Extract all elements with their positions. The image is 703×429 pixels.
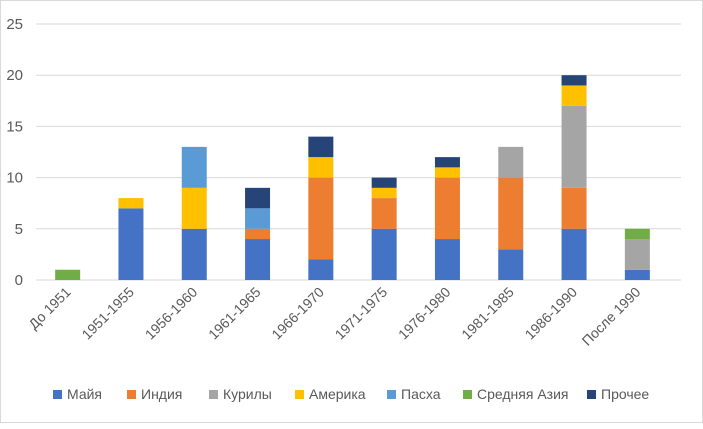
legend-swatch-Индия xyxy=(127,390,136,399)
x-tick-label: 1956-1960 xyxy=(142,284,201,343)
y-tick-label: 20 xyxy=(6,67,23,84)
bar-segment-Курилы xyxy=(498,146,524,178)
bar-segment-Средняя Азия xyxy=(55,269,81,280)
bar-segment-Америка xyxy=(561,85,587,106)
bar-segment-Пасха xyxy=(245,208,271,229)
bar-segment-Индия xyxy=(498,177,524,250)
legend-label: Пасха xyxy=(401,386,441,402)
x-tick-label: 1951-1955 xyxy=(78,284,137,343)
legend-label: Майя xyxy=(67,386,102,402)
bar-segment-Америка xyxy=(371,187,397,199)
bar-segment-Средняя Азия xyxy=(624,228,650,240)
bar-segment-Майя xyxy=(181,228,207,280)
bar-segment-Индия xyxy=(371,198,397,229)
legend-swatch-Прочее xyxy=(587,390,596,399)
bar-segment-Прочее xyxy=(434,157,460,168)
legend-swatch-Курилы xyxy=(209,390,218,399)
x-tick-label: 1981-1985 xyxy=(458,284,517,343)
x-tick-label: До 1951 xyxy=(25,284,74,333)
legend-label: Индия xyxy=(141,386,182,402)
y-tick-label: 25 xyxy=(6,16,23,33)
bar-segment-Америка xyxy=(181,187,207,229)
bar-segment-Прочее xyxy=(561,75,587,86)
bar-segment-Майя xyxy=(118,208,144,280)
bar-segment-Майя xyxy=(245,239,271,280)
bar-segment-Америка xyxy=(434,167,460,178)
y-tick-label: 5 xyxy=(15,221,23,238)
bar-segment-Прочее xyxy=(371,177,397,188)
bar-segment-Америка xyxy=(118,198,144,209)
x-tick-label: После 1990 xyxy=(579,284,644,349)
bar-segment-Индия xyxy=(308,177,334,260)
bar-segment-Майя xyxy=(561,228,587,280)
bar-segment-Индия xyxy=(434,177,460,240)
bar-segment-Индия xyxy=(245,228,271,240)
bar-segment-Прочее xyxy=(308,136,334,158)
legend-label: Средняя Азия xyxy=(477,386,569,402)
bar-segment-Пасха xyxy=(181,146,207,188)
legend-label: Курилы xyxy=(223,386,272,402)
x-tick-label: 1961-1965 xyxy=(205,284,264,343)
bar-segment-Курилы xyxy=(624,239,650,270)
y-tick-label: 15 xyxy=(6,118,23,135)
bar-segment-Прочее xyxy=(245,187,271,209)
bar-segment-Майя xyxy=(308,259,334,280)
y-tick-label: 0 xyxy=(15,272,23,289)
x-tick-label: 1971-1975 xyxy=(332,284,391,343)
bar-segment-Курилы xyxy=(561,105,587,188)
x-tick-label: 1986-1990 xyxy=(522,284,581,343)
bar-segment-Майя xyxy=(434,239,460,280)
bar-segment-Майя xyxy=(498,249,524,280)
bar-segment-Майя xyxy=(371,228,397,280)
legend-swatch-Майя xyxy=(53,390,62,399)
bar-segment-Майя xyxy=(624,269,650,280)
x-tick-label: 1966-1970 xyxy=(268,284,327,343)
legend-swatch-Средняя Азия xyxy=(463,390,472,399)
legend-label: Прочее xyxy=(601,386,649,402)
legend-label: Америка xyxy=(309,386,366,402)
y-tick-label: 10 xyxy=(6,170,23,187)
bar-segment-Америка xyxy=(308,157,334,178)
bar-segment-Индия xyxy=(561,187,587,229)
x-tick-label: 1976-1980 xyxy=(395,284,454,343)
legend-swatch-Америка xyxy=(295,390,304,399)
legend-swatch-Пасха xyxy=(387,390,396,399)
